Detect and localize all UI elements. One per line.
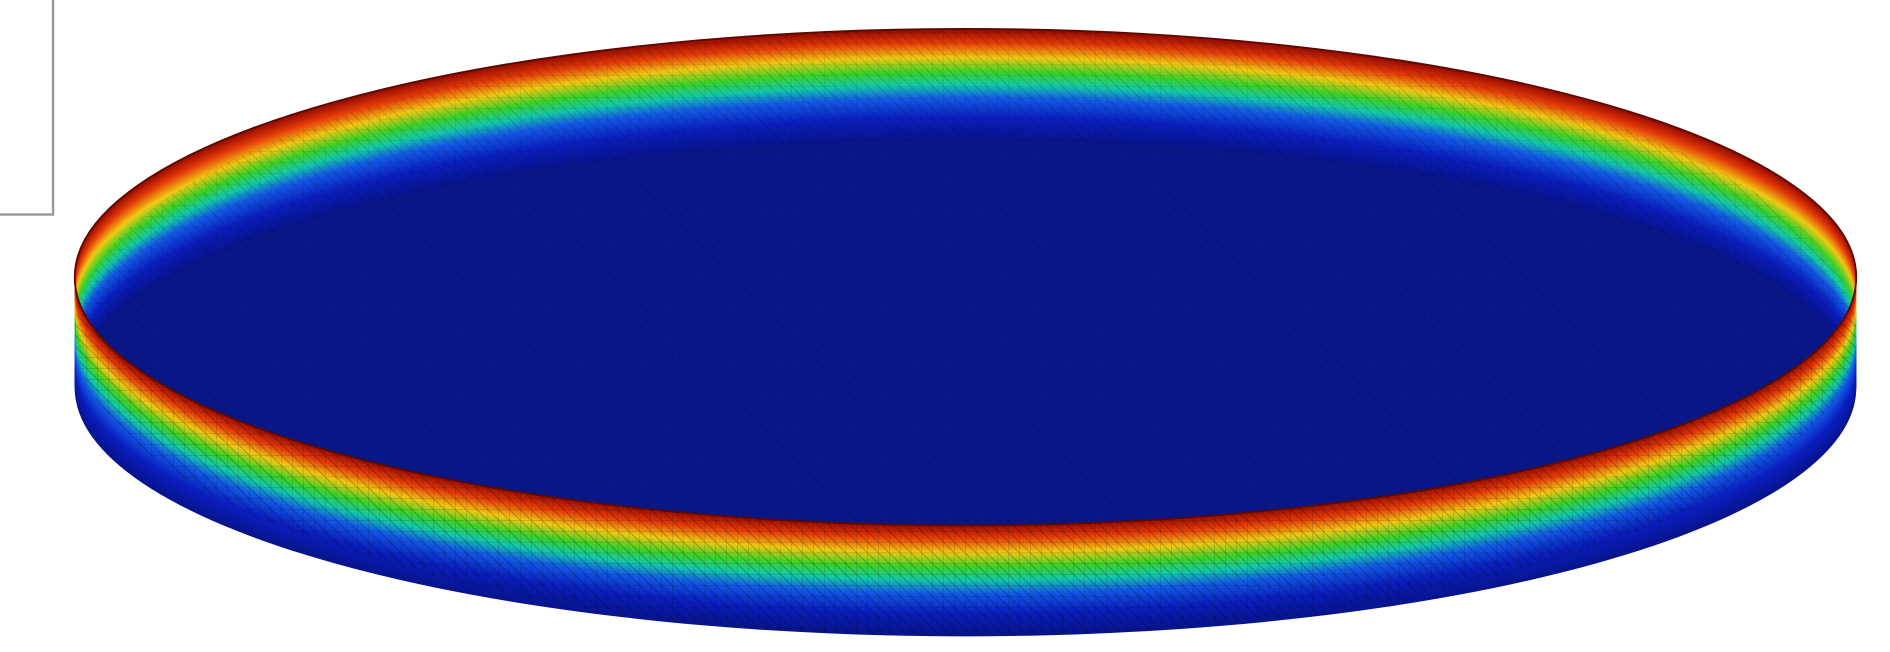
legend-panel [0, 0, 53, 215]
render-viewport [0, 0, 1890, 652]
page: {} (() => { const data = JSON.parse(docu… [0, 0, 1890, 652]
